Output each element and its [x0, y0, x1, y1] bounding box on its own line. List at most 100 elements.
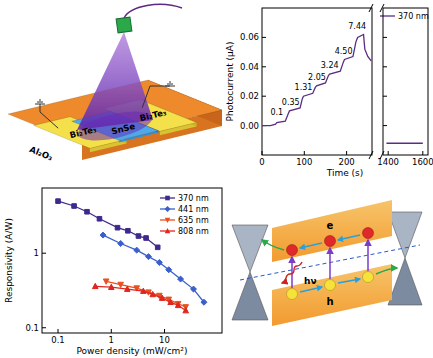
y-tick	[262, 66, 266, 67]
hole-label: h	[326, 296, 333, 307]
ground	[35, 104, 45, 105]
wire	[40, 104, 58, 128]
ground	[165, 86, 175, 87]
data-point	[201, 299, 207, 305]
electron-label: e	[327, 220, 334, 231]
data-point	[136, 234, 141, 239]
data-point	[191, 286, 197, 292]
transfer-arrow	[376, 268, 397, 274]
light-source	[116, 17, 132, 33]
y-tick	[383, 125, 387, 126]
y-tick-label: 0.06	[240, 32, 259, 42]
x-tick	[164, 329, 165, 333]
series-line	[386, 143, 422, 144]
annotation: 0.1	[270, 108, 283, 117]
data-point	[156, 260, 162, 266]
y-tick	[262, 96, 266, 97]
data-point	[103, 279, 109, 284]
y-tick	[42, 327, 46, 328]
x-tick-label: 0	[259, 157, 264, 167]
y-tick	[42, 253, 46, 254]
data-point	[175, 302, 181, 307]
axis-break	[369, 4, 384, 159]
x-tick-label: 1	[109, 335, 114, 345]
ground	[167, 84, 173, 85]
data-point	[126, 228, 131, 233]
band-diagram: ehhν	[232, 200, 422, 326]
x-tick	[346, 151, 347, 155]
data-point	[115, 225, 120, 230]
chart: 14001600	[377, 8, 433, 167]
data-point	[92, 283, 98, 288]
hole	[287, 289, 298, 300]
legend-label: 808 nm	[178, 227, 209, 236]
x-tick	[304, 151, 305, 155]
drift-arrow	[300, 287, 322, 292]
y-tick-label: 0.1	[25, 323, 39, 333]
data-layer	[386, 143, 422, 144]
excitation-arrow	[367, 240, 369, 271]
y-tick-label: 0.00	[240, 121, 259, 131]
legend-marker	[165, 206, 171, 212]
data-point	[118, 282, 124, 287]
dirac-cone	[232, 225, 268, 272]
wire	[142, 86, 170, 108]
conduction-band	[272, 200, 392, 262]
data-point	[72, 204, 77, 209]
x-tick-label: 1600	[412, 157, 433, 167]
plot-frame	[383, 8, 428, 155]
data-point	[183, 308, 189, 313]
channel-label: SnSe	[110, 121, 136, 136]
chart: 0.11100.11Power density (mW/cm²)Responsi…	[4, 188, 222, 356]
data-point	[109, 284, 115, 289]
data-layer	[262, 34, 371, 125]
substrate-label: Al₂O₃	[28, 144, 54, 162]
dirac-cone	[388, 258, 422, 305]
data-point	[125, 286, 131, 291]
annotation: 3.24	[321, 61, 339, 70]
x-tick	[58, 329, 59, 333]
data-point	[159, 295, 165, 300]
data-point	[168, 299, 174, 304]
y-tick	[262, 37, 266, 38]
series-line	[58, 201, 158, 247]
x-tick-label: 100	[296, 157, 312, 167]
electron	[363, 228, 374, 239]
ground	[39, 100, 41, 101]
annotation: 1.31	[295, 83, 313, 92]
data-point	[155, 245, 160, 250]
annotation: 4.50	[335, 47, 353, 56]
plot-frame	[42, 188, 222, 333]
legend-label: 370 nm	[178, 194, 209, 203]
x-tick-label: 10	[159, 335, 170, 345]
x-tick-label: 0.1	[51, 335, 65, 345]
x-tick	[262, 151, 263, 155]
legend-marker	[165, 218, 171, 223]
data-point	[144, 236, 149, 241]
legend-marker	[165, 228, 171, 233]
data-point	[134, 247, 140, 253]
x-axis-label: Time (s)	[326, 168, 364, 178]
hole	[325, 280, 336, 291]
break-mark	[380, 151, 384, 159]
data-point	[141, 288, 147, 293]
electrode-label: Bi₂Te₃	[139, 107, 168, 123]
data-point	[178, 276, 184, 282]
annotation: 2.05	[308, 73, 326, 82]
data-point	[150, 291, 156, 296]
device-schematic: Bi₂Te₃Bi₂Te₃SnSeAl₂O₃	[8, 4, 222, 162]
figure: 01002000.000.020.040.06Time (s)Photocurr…	[0, 0, 433, 358]
transfer-arrow	[262, 240, 284, 250]
electrode-label: Bi₂Te₃	[69, 124, 98, 140]
y-tick	[383, 66, 387, 67]
y-tick	[383, 96, 387, 97]
ground	[37, 102, 43, 103]
legend-label: 370 nm	[398, 12, 429, 21]
series-line	[103, 235, 204, 302]
y-tick	[383, 37, 387, 38]
hole	[363, 272, 374, 283]
fermi-level	[240, 245, 420, 280]
legend-marker	[165, 196, 170, 201]
dirac-cone	[388, 212, 422, 258]
photon-arrow	[282, 262, 302, 283]
